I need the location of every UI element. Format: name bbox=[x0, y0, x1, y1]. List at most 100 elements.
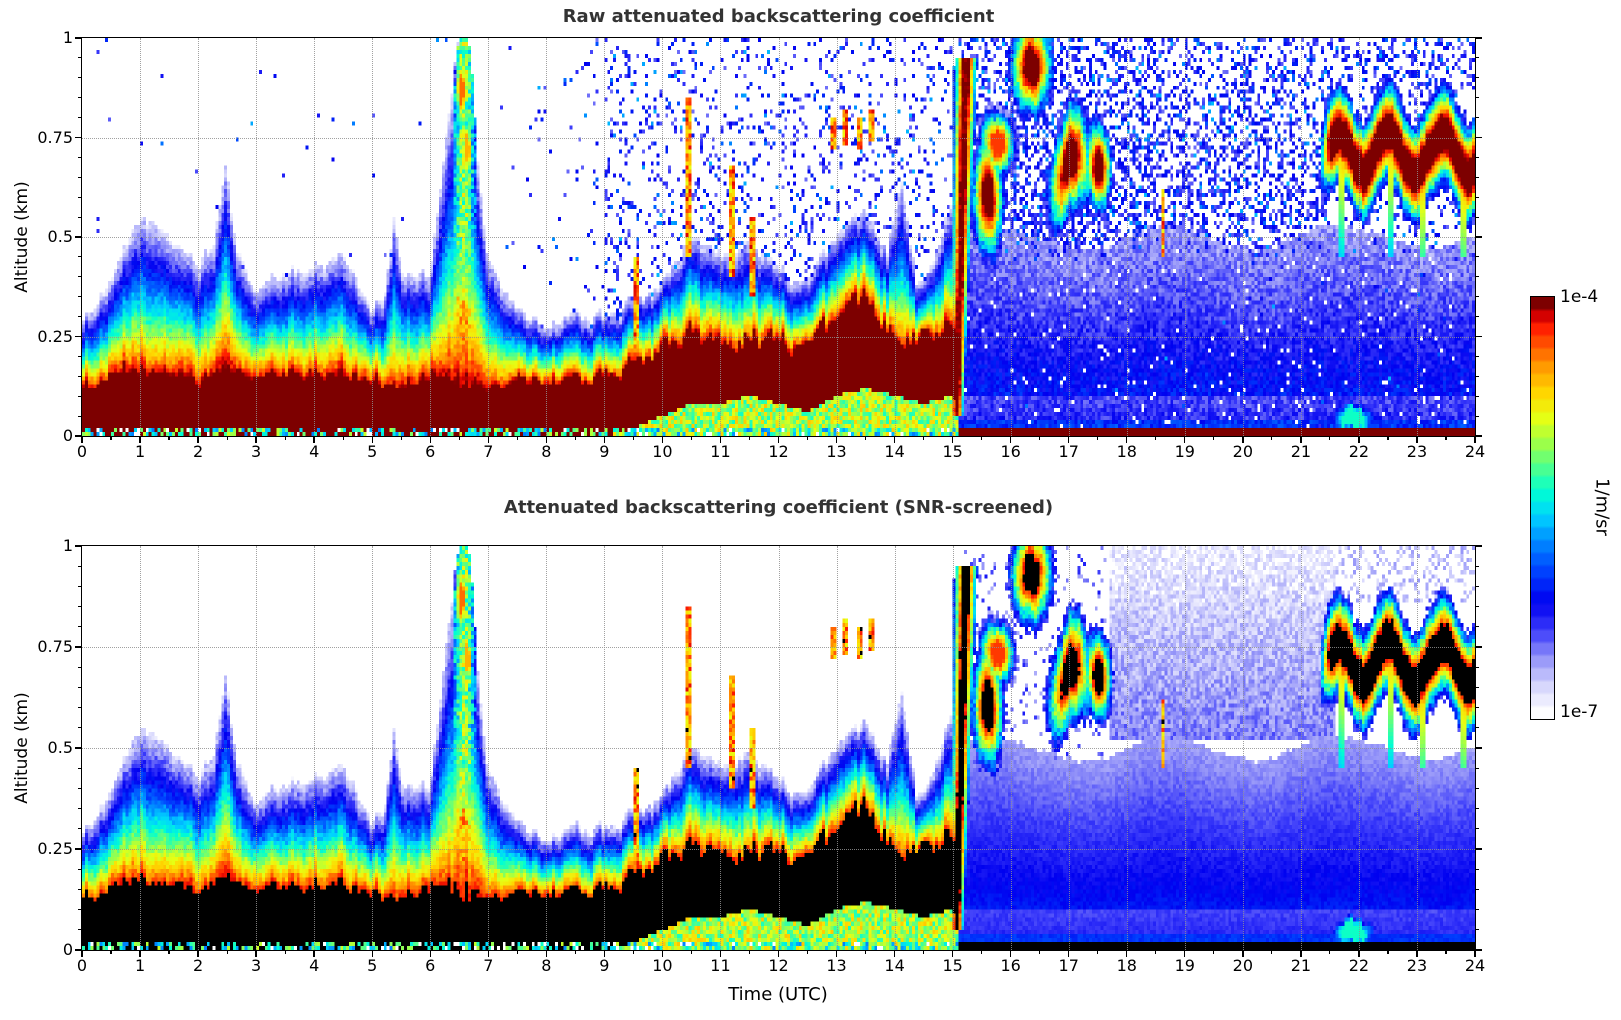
y-minor-tick bbox=[78, 686, 82, 688]
x-minor-tick bbox=[864, 436, 867, 440]
x-tick bbox=[1358, 950, 1360, 957]
x-minor-tick bbox=[458, 950, 460, 954]
x-tick-label: 21 bbox=[1290, 442, 1312, 461]
x-tick bbox=[1474, 436, 1476, 443]
x-tick-label: 4 bbox=[309, 442, 320, 461]
y-tick-label: 1 bbox=[62, 28, 73, 47]
x-tick bbox=[661, 436, 664, 443]
x-tick bbox=[1009, 436, 1012, 443]
x-tick bbox=[951, 950, 954, 957]
y-minor-tick-right bbox=[1475, 868, 1479, 870]
x-minor-tick bbox=[1039, 436, 1041, 440]
x-tick-label: 6 bbox=[425, 442, 436, 461]
colorbar-canvas bbox=[1531, 297, 1554, 719]
x-tick bbox=[1416, 436, 1418, 443]
y-minor-tick bbox=[78, 256, 82, 258]
x-tick bbox=[197, 950, 199, 957]
y-minor-tick-right bbox=[1475, 666, 1479, 668]
y-minor-tick bbox=[78, 395, 82, 397]
y-tick-right bbox=[1475, 136, 1482, 139]
x-tick-label: 9 bbox=[599, 956, 610, 975]
x-minor-tick bbox=[1387, 950, 1389, 954]
y-minor-tick-right bbox=[1475, 808, 1479, 810]
x-tick bbox=[1358, 436, 1360, 443]
x-tick bbox=[255, 950, 257, 957]
x-minor-tick bbox=[284, 436, 286, 440]
x-minor-tick bbox=[923, 436, 925, 440]
y-tick bbox=[75, 236, 82, 238]
y-minor-tick-right bbox=[1475, 176, 1479, 178]
heatmap-panel-screened: 0 1 2 3 4 5 6 7 8 9 10 11 12 13 14 15 16 17 18 19 20 21 22 23 24… bbox=[37, 538, 1485, 974]
x-axis-label: Time (UTC) bbox=[728, 984, 828, 1005]
y-tick bbox=[75, 435, 82, 437]
y-minor-tick-right bbox=[1475, 828, 1479, 830]
y-tick-label: 1 bbox=[62, 536, 73, 555]
y-minor-tick bbox=[78, 57, 82, 59]
colorbar bbox=[1530, 296, 1555, 720]
x-minor-tick bbox=[1445, 950, 1447, 954]
x-minor-tick bbox=[1271, 436, 1273, 440]
x-minor-tick bbox=[1155, 436, 1157, 440]
x-tick bbox=[1009, 950, 1012, 957]
colorbar-unit-label: 1/m/sr bbox=[1591, 478, 1613, 536]
colorbar-min-label: 1e-7 bbox=[1560, 702, 1599, 722]
x-minor-tick bbox=[110, 950, 112, 954]
y-minor-tick-right bbox=[1475, 787, 1479, 789]
x-minor-tick bbox=[1213, 950, 1215, 954]
x-tick bbox=[1242, 436, 1244, 443]
y-axis-label-top: Altitude (km) bbox=[12, 181, 32, 293]
x-tick bbox=[661, 950, 664, 957]
y-tick-right bbox=[1475, 747, 1482, 749]
x-tick bbox=[371, 436, 373, 443]
x-tick-label: 8 bbox=[541, 442, 552, 461]
x-minor-tick bbox=[923, 950, 925, 954]
y-minor-tick bbox=[78, 276, 82, 278]
x-tick-label: 18 bbox=[1116, 956, 1137, 975]
x-tick bbox=[429, 950, 431, 957]
x-minor-tick bbox=[806, 950, 809, 954]
x-minor-tick bbox=[981, 436, 983, 440]
x-minor-tick bbox=[748, 950, 751, 954]
x-tick-label: 22 bbox=[1348, 956, 1370, 975]
y-minor-tick-right bbox=[1475, 727, 1479, 729]
x-minor-tick bbox=[516, 950, 518, 954]
y-tick-right bbox=[1475, 335, 1482, 338]
x-tick-label: 18 bbox=[1116, 442, 1137, 461]
heatmap-canvas-raw bbox=[82, 38, 1475, 436]
y-tick-label: 0.5 bbox=[47, 227, 73, 246]
y-minor-tick bbox=[78, 727, 82, 729]
y-tick bbox=[75, 545, 82, 547]
x-minor-tick bbox=[1155, 950, 1157, 954]
x-tick-label: 23 bbox=[1406, 956, 1428, 975]
x-tick bbox=[487, 950, 489, 957]
y-minor-tick-right bbox=[1475, 296, 1479, 298]
x-tick-label: 24 bbox=[1464, 956, 1486, 975]
y-tick-label: 0.25 bbox=[37, 326, 73, 346]
x-tick-label: 1 bbox=[134, 956, 146, 975]
x-tick bbox=[603, 950, 606, 957]
x-tick-label: 0 bbox=[76, 442, 88, 461]
y-minor-tick bbox=[78, 828, 82, 830]
y-minor-tick-right bbox=[1475, 767, 1479, 769]
x-minor-tick bbox=[690, 950, 693, 954]
y-tick-label: 0.75 bbox=[37, 637, 73, 656]
y-minor-tick bbox=[78, 117, 82, 119]
x-minor-tick bbox=[342, 950, 344, 954]
x-tick bbox=[139, 436, 141, 443]
x-tick-label: 10 bbox=[652, 442, 673, 461]
x-minor-tick bbox=[632, 436, 634, 440]
x-tick-label: 14 bbox=[884, 442, 905, 461]
x-tick-label: 11 bbox=[710, 442, 731, 461]
y-tick-right bbox=[1475, 949, 1482, 951]
x-tick bbox=[1184, 950, 1186, 957]
x-minor-tick bbox=[981, 950, 983, 954]
y-minor-tick bbox=[78, 196, 82, 198]
x-minor-tick bbox=[168, 950, 170, 954]
x-tick-label: 10 bbox=[652, 956, 673, 975]
x-tick bbox=[255, 436, 257, 443]
y-minor-tick bbox=[78, 77, 82, 79]
heatmap-panel-raw: 0 1 2 3 4 5 6 7 8 9 10 11 12 13 14 15 16 17 18 19 20 21 22 23 24… bbox=[37, 30, 1485, 460]
x-minor-tick bbox=[400, 950, 402, 954]
x-tick bbox=[429, 436, 431, 443]
